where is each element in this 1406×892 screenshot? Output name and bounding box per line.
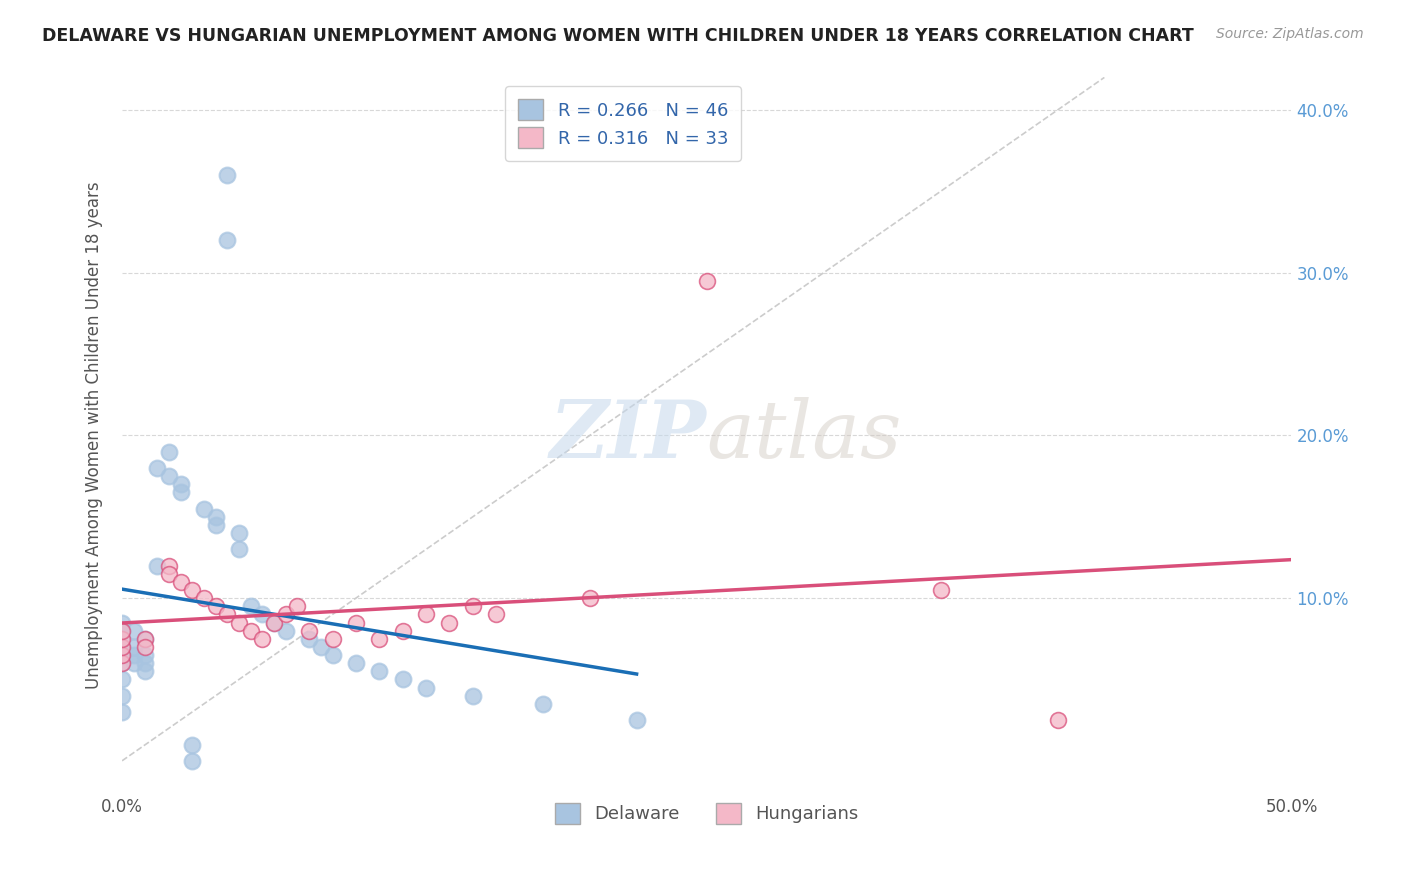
Point: [134, 665, 156, 679]
Point: [146, 558, 169, 573]
Point: [134, 632, 156, 646]
Point: [322, 648, 344, 662]
Point: [169, 485, 191, 500]
Point: [309, 640, 332, 654]
Point: [134, 640, 156, 654]
Point: [415, 681, 437, 695]
Point: [1046, 713, 1069, 727]
Point: [485, 607, 508, 622]
Point: [415, 607, 437, 622]
Point: [111, 648, 134, 662]
Point: [111, 640, 134, 654]
Point: [391, 624, 413, 638]
Point: [181, 754, 204, 768]
Point: [217, 233, 239, 247]
Point: [391, 673, 413, 687]
Point: [252, 632, 274, 646]
Point: [134, 656, 156, 670]
Point: [461, 689, 484, 703]
Text: Source: ZipAtlas.com: Source: ZipAtlas.com: [1216, 27, 1364, 41]
Point: [181, 738, 204, 752]
Point: [157, 566, 180, 581]
Point: [181, 582, 204, 597]
Text: ZIP: ZIP: [550, 397, 707, 475]
Point: [111, 656, 134, 670]
Point: [344, 656, 367, 670]
Point: [111, 624, 134, 638]
Legend: Delaware, Hungarians: Delaware, Hungarians: [544, 792, 870, 834]
Point: [287, 599, 309, 614]
Point: [169, 477, 191, 491]
Point: [169, 574, 191, 589]
Point: [193, 591, 215, 606]
Point: [157, 558, 180, 573]
Point: [134, 632, 156, 646]
Point: [122, 648, 145, 662]
Text: DELAWARE VS HUNGARIAN UNEMPLOYMENT AMONG WOMEN WITH CHILDREN UNDER 18 YEARS CORR: DELAWARE VS HUNGARIAN UNEMPLOYMENT AMONG…: [42, 27, 1194, 45]
Point: [298, 624, 321, 638]
Point: [217, 607, 239, 622]
Point: [204, 509, 226, 524]
Point: [252, 607, 274, 622]
Point: [531, 697, 554, 711]
Point: [157, 444, 180, 458]
Point: [322, 632, 344, 646]
Point: [929, 582, 952, 597]
Point: [111, 648, 134, 662]
Point: [626, 713, 648, 727]
Point: [228, 542, 250, 557]
Y-axis label: Unemployment Among Women with Children Under 18 years: Unemployment Among Women with Children U…: [86, 182, 103, 690]
Point: [111, 689, 134, 703]
Point: [134, 648, 156, 662]
Text: atlas: atlas: [707, 397, 903, 475]
Point: [263, 615, 285, 630]
Point: [111, 640, 134, 654]
Point: [368, 665, 391, 679]
Point: [274, 624, 297, 638]
Point: [439, 615, 461, 630]
Point: [239, 624, 262, 638]
Point: [111, 632, 134, 646]
Point: [193, 501, 215, 516]
Point: [578, 591, 600, 606]
Point: [111, 673, 134, 687]
Point: [111, 624, 134, 638]
Point: [263, 615, 285, 630]
Point: [696, 274, 718, 288]
Point: [344, 615, 367, 630]
Point: [122, 656, 145, 670]
Point: [239, 599, 262, 614]
Point: [368, 632, 391, 646]
Point: [274, 607, 297, 622]
Point: [204, 599, 226, 614]
Point: [228, 615, 250, 630]
Point: [228, 526, 250, 541]
Point: [111, 615, 134, 630]
Point: [461, 599, 484, 614]
Point: [217, 168, 239, 182]
Point: [111, 656, 134, 670]
Point: [157, 469, 180, 483]
Point: [122, 624, 145, 638]
Point: [122, 640, 145, 654]
Point: [204, 517, 226, 532]
Point: [146, 461, 169, 475]
Point: [111, 632, 134, 646]
Point: [298, 632, 321, 646]
Point: [111, 705, 134, 719]
